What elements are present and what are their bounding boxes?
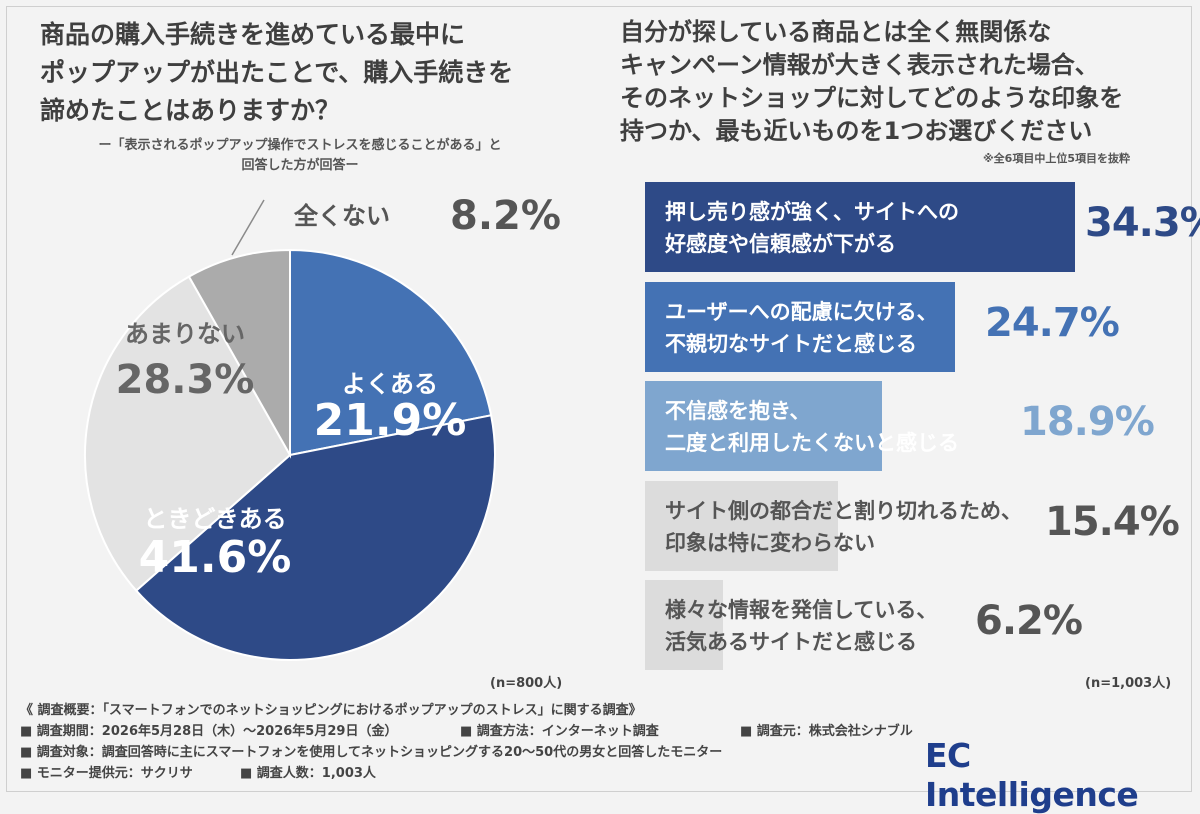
ec-intelligence-logo: EC Intelligence [925,736,1139,814]
survey-overview: 《 調査概要：「スマートフォンでのネットショッピングにおけるポップアップのストレ… [20,700,920,784]
slice-amari-nai [84,275,292,592]
bar [645,481,838,571]
pie-slice-label: よくある [342,370,438,398]
left-title-line: 商品の購入手続きを進めている最中に [40,20,466,49]
survey-count: ■ 調査人数：1,003人 [240,766,376,781]
pie-slices [84,248,496,661]
left-chart-title: 商品の購入手続きを進めている最中に ポップアップが出たことで、購入手続きを 諦め… [40,16,580,130]
bar-value-label: 15.4% [1045,499,1180,545]
left-subtitle-line: 回答した方が回答ー [241,158,359,173]
right-chart-title: 自分が探している商品とは全く無関係な キャンペーン情報が大きく表示された場合、 … [620,16,1180,148]
bar [645,282,955,372]
bar-category-label: サイト側の都合だと割り切れるため、 印象は特に変わらない [665,499,1022,555]
bar-category-label: 不信感を抱き、 二度と利用したくないと感じる [665,399,959,455]
pie-slice-label: あまりない [125,320,245,348]
bar-value-label: 34.3% [1085,200,1200,246]
slice-mattaku-nai [187,248,291,459]
bar-row: ユーザーへの配慮に欠ける、 不親切なサイトだと感じる 24.7% [645,282,1185,372]
overview-heading: 《 調査概要：「スマートフォンでのネットショッピングにおけるポップアップのストレ… [20,703,642,718]
pie-slice-value: 41.6% [139,532,292,583]
left-title-line: 諦めたことはありますか？ [40,96,341,125]
bar-value-label: 24.7% [985,300,1120,346]
bar-value-label: 6.2% [975,598,1083,644]
right-chart-note: ※全6項目中上位5項目を抜粋 [982,152,1130,165]
left-title-line: ポップアップが出たことで、購入手続きを [40,58,514,87]
bar [645,580,723,670]
slice-tokidoki-aru [134,414,496,661]
right-title-line: 持つか、最も近いものを1つお選びください [620,117,1093,145]
bar-category-label: 様々な情報を発信している、 活気あるサイトだと感じる [665,598,938,654]
bar-row: サイト側の都合だと割り切れるため、 印象は特に変わらない 15.4% [645,481,1185,571]
left-chart-subtitle: ー「表示されるポップアップ操作でストレスを感じることがある」と 回答した方が回答… [40,136,560,176]
leader-line [231,199,265,256]
pie-slice-label: ときどきある [143,505,286,533]
survey-method: ■ 調査方法：インターネット調査 [460,724,659,739]
bar-value-label: 18.9% [1020,399,1155,445]
bar [645,182,1075,272]
outer-frame [6,6,1192,792]
bar-category-label: ユーザーへの配慮に欠ける、 不親切なサイトだと感じる [665,300,938,356]
bar [645,381,882,471]
bar-row: 様々な情報を発信している、 活気あるサイトだと感じる 6.2% [645,580,1185,670]
left-sample-size: (n=800人) [490,676,563,691]
right-title-line: キャンペーン情報が大きく表示された場合、 [620,51,1099,79]
right-title-line: そのネットショップに対してどのような印象を [620,84,1124,112]
left-subtitle-line: ー「表示されるポップアップ操作でストレスを感じることがある」と [98,138,502,153]
right-title-line: 自分が探している商品とは全く無関係な [620,18,1052,46]
survey-source: ■ 調査元：株式会社シナブル [740,724,913,739]
pie-slice-value: 28.3% [116,357,255,403]
pie-slice-label: 全くない [293,202,390,230]
pie-slice-value: 21.9% [314,395,467,446]
monitor-provider: ■ モニター提供元：サクリサ [20,766,193,781]
slice-yoku-aru [289,248,493,457]
survey-period: ■ 調査期間：2026年5月28日（木）～2026年5月29日（金） [20,724,398,739]
bar-row: 不信感を抱き、 二度と利用したくないと感じる 18.9% [645,381,1185,471]
survey-target: ■ 調査対象：調査回答時に主にスマートフォンを使用してネットショッピングする20… [20,745,723,760]
pie-slice-value: 8.2% [450,193,561,239]
bar-category-label: 押し売り感が強く、サイトへの 好感度や信頼感が下がる [665,200,959,256]
right-sample-size: (n=1,003人) [1085,676,1172,691]
